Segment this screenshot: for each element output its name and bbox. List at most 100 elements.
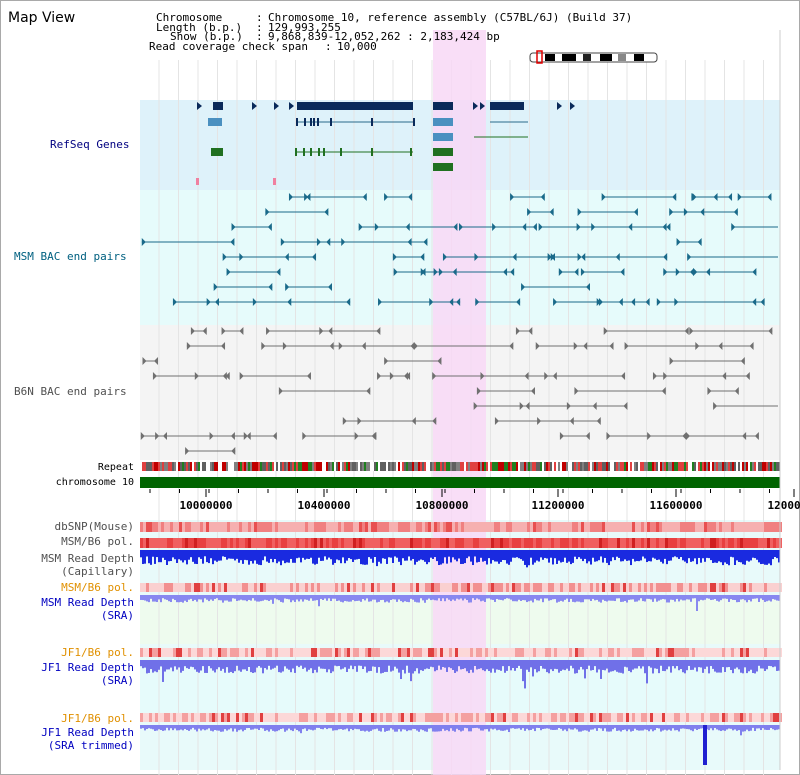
depth-bar	[192, 660, 194, 668]
depth-bar	[654, 550, 656, 559]
depth-bar	[426, 725, 428, 732]
depth-bar	[608, 725, 610, 732]
msm-bac-pairs[interactable]	[141, 193, 778, 306]
depth-bar	[328, 550, 330, 558]
depth-bar	[454, 595, 456, 601]
heat-cell	[635, 522, 638, 532]
depth-bar	[318, 660, 320, 667]
heat-cell	[167, 583, 170, 592]
depth-bar	[776, 660, 778, 671]
depth-bar	[322, 595, 324, 600]
heat-cell	[395, 648, 398, 657]
depth-bar	[464, 595, 466, 599]
refseq-genes[interactable]	[196, 102, 575, 185]
heat-cell	[383, 538, 386, 548]
depth-bar	[716, 550, 718, 563]
heat-cell	[659, 522, 662, 532]
b6n-bac-pair-end	[603, 327, 608, 335]
heat-cell	[473, 648, 476, 657]
heat-cell	[173, 583, 176, 592]
heat-cell	[179, 522, 182, 532]
b6n-bac-pairs[interactable]	[140, 327, 778, 455]
heat-cell	[473, 713, 476, 722]
chromosome-ideogram[interactable]	[529, 50, 658, 64]
depth-bar	[702, 550, 704, 559]
heat-cell	[350, 583, 353, 592]
heat-cell	[365, 522, 368, 532]
heat-cell	[551, 648, 554, 657]
heat-cell	[320, 538, 323, 548]
repeat-cell	[768, 462, 770, 471]
depth-bar	[182, 725, 184, 731]
repeat-cell	[200, 462, 202, 471]
depth-bar	[640, 725, 642, 731]
repeat-cell	[176, 462, 178, 471]
repeat-cell	[400, 462, 402, 471]
depth-bar	[636, 725, 638, 731]
depth-bar	[398, 550, 400, 562]
depth-bar	[392, 550, 394, 563]
heat-cell	[584, 522, 587, 532]
heat-cell	[752, 538, 755, 548]
heat-cell	[764, 648, 767, 657]
heat-cell	[398, 522, 401, 532]
repeat-cell	[754, 462, 756, 471]
repeat-cell	[234, 462, 236, 471]
heat-cell	[440, 713, 443, 722]
depth-bar	[712, 550, 714, 563]
heat-cell	[251, 522, 254, 532]
msm-bac-pair-end	[378, 298, 383, 306]
depth-bar	[480, 725, 482, 731]
depth-bar	[744, 725, 746, 732]
heat-cell	[476, 522, 479, 532]
heat-cell	[398, 648, 401, 657]
heat-cell	[494, 583, 497, 592]
heat-cell	[692, 522, 695, 532]
heat-cell	[530, 538, 533, 548]
heat-cell	[611, 522, 614, 532]
depth-bar	[386, 595, 388, 602]
depth-bar	[258, 660, 260, 667]
depth-bar	[354, 725, 356, 729]
depth-bar	[662, 660, 664, 671]
heat-cell	[200, 648, 203, 657]
heat-cell	[620, 583, 623, 592]
repeat-cell	[540, 462, 542, 471]
repeat-cell	[452, 462, 454, 471]
track-label-msm-bac[interactable]: MSM BAC end pairs	[14, 250, 127, 263]
heat-cell	[182, 538, 185, 548]
depth-bar	[408, 725, 410, 731]
depth-bar	[486, 725, 488, 730]
heat-cell	[656, 713, 659, 722]
heat-cell	[311, 648, 314, 657]
depth-bar	[442, 550, 444, 564]
depth-bar	[538, 595, 540, 601]
depth-bar	[772, 725, 774, 730]
repeat-cell	[164, 462, 166, 471]
heat-cell	[425, 538, 428, 548]
depth-bar	[634, 725, 636, 729]
depth-bar	[738, 595, 740, 603]
heat-cell	[605, 713, 608, 722]
heat-cell	[272, 583, 275, 592]
depth-bar	[748, 725, 750, 732]
repeat-cell	[252, 462, 254, 471]
track-label-b6n-bac[interactable]: B6N BAC end pairs	[14, 385, 127, 398]
depth-bar	[198, 595, 200, 600]
msm-bac-pair-end	[752, 298, 757, 306]
heat-cell	[593, 583, 596, 592]
repeat-cell	[188, 462, 190, 471]
heat-cell	[284, 538, 287, 548]
heat-cell	[434, 583, 437, 592]
heat-cell	[734, 522, 737, 532]
heat-cell	[776, 538, 779, 548]
repeat-cell	[380, 462, 382, 471]
depth-bar	[568, 660, 570, 671]
track-label-refseq[interactable]: RefSeq Genes	[50, 138, 130, 151]
repeat-cell	[770, 462, 772, 471]
depth-bar	[334, 550, 336, 563]
heat-cell	[281, 648, 284, 657]
heat-cell	[296, 583, 299, 592]
heat-cell	[221, 522, 224, 532]
depth-bar	[368, 595, 370, 602]
